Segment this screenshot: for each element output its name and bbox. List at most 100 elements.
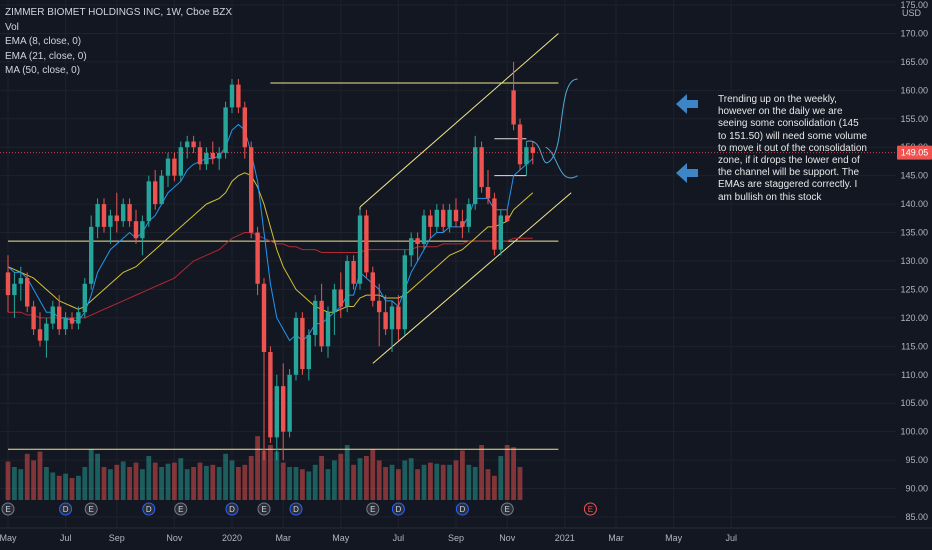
- candle-body: [415, 238, 420, 244]
- candle-body: [12, 283, 17, 296]
- event-letter: D: [63, 505, 69, 514]
- candle: [89, 215, 94, 290]
- event-badge-icon: [84, 502, 98, 516]
- candle-body: [69, 317, 75, 324]
- candle: [25, 272, 30, 313]
- event-marker[interactable]: D: [142, 502, 156, 516]
- volume-bar: [498, 456, 504, 500]
- event-marker[interactable]: D: [289, 502, 303, 516]
- candle-body: [434, 209, 439, 227]
- candle: [345, 255, 350, 313]
- candle-body: [95, 204, 100, 227]
- candle-body: [242, 107, 247, 148]
- volume-bar: [12, 467, 17, 500]
- legend-ema21[interactable]: EMA (21, close, 0): [5, 50, 87, 62]
- price-tick-label: 95.00: [905, 455, 928, 465]
- candle-body: [204, 152, 209, 165]
- candle-body: [511, 90, 516, 125]
- volume-bar: [114, 464, 120, 500]
- candle-body: [146, 181, 151, 222]
- volume-bar: [37, 451, 43, 500]
- event-letter: E: [370, 505, 375, 514]
- candle: [306, 329, 311, 381]
- candle: [268, 346, 273, 444]
- candle: [204, 147, 209, 170]
- candle: [31, 300, 36, 335]
- candle-body: [332, 289, 337, 313]
- legend-ema8[interactable]: EMA (8, close, 0): [5, 36, 82, 47]
- candle-body: [313, 300, 318, 335]
- candle: [261, 278, 267, 461]
- candle: [415, 232, 420, 261]
- volume-bar: [364, 456, 369, 500]
- candle: [473, 135, 478, 210]
- candle: [191, 135, 196, 153]
- candle-body: [5, 272, 11, 296]
- candle-body: [108, 215, 113, 227]
- volume-bar: [325, 469, 331, 500]
- candle: [223, 101, 228, 159]
- event-marker[interactable]: E: [583, 502, 597, 516]
- candle: [364, 209, 369, 279]
- volume-bar: [402, 460, 408, 500]
- candle: [428, 209, 433, 239]
- candle: [197, 141, 203, 170]
- time-tick-label: Nov: [499, 533, 516, 543]
- volume-bar: [95, 453, 100, 500]
- event-letter: E: [89, 505, 94, 514]
- event-marker[interactable]: E: [1, 502, 15, 516]
- candle: [255, 226, 260, 296]
- candle-body: [492, 198, 497, 250]
- event-marker[interactable]: D: [455, 502, 469, 516]
- candle: [293, 312, 299, 381]
- price-tick-label: 160.00: [900, 85, 928, 95]
- candle-body: [159, 175, 164, 205]
- volume-bar: [415, 469, 420, 500]
- candle: [172, 152, 177, 182]
- candle: [95, 198, 100, 239]
- volume-bar: [229, 460, 235, 500]
- time-tick-label: Jul: [393, 533, 405, 543]
- candle: [389, 300, 395, 353]
- legend-ma50[interactable]: MA (50, close, 0): [5, 65, 81, 76]
- candle-body: [498, 215, 503, 250]
- volume-bar: [389, 464, 395, 500]
- last-price-box: [897, 145, 932, 160]
- event-marker[interactable]: E: [366, 502, 380, 516]
- event-marker[interactable]: E: [174, 502, 188, 516]
- candle: [485, 169, 491, 205]
- candle-body: [18, 278, 23, 284]
- volume-bar: [383, 467, 388, 500]
- event-letter: D: [293, 505, 299, 514]
- event-letter: E: [5, 505, 10, 514]
- event-marker[interactable]: E: [500, 502, 514, 516]
- volume-bar: [421, 464, 427, 500]
- event-marker[interactable]: D: [391, 502, 405, 516]
- time-tick-label: Nov: [166, 533, 183, 543]
- arrow-upper: [676, 94, 698, 114]
- volume-bar: [210, 464, 216, 500]
- event-marker[interactable]: E: [84, 502, 98, 516]
- candle-body: [485, 187, 491, 199]
- legend-vol[interactable]: Vol: [5, 21, 19, 33]
- candle: [370, 266, 375, 307]
- time-tick-label: 2020: [222, 533, 242, 543]
- candle: [5, 255, 11, 313]
- candle: [409, 232, 414, 267]
- candle-body: [479, 147, 484, 188]
- event-badge-icon: [225, 502, 239, 516]
- candle-body: [364, 215, 369, 273]
- chart-title: ZIMMER BIOMET HOLDINGS INC, 1W, Cboe BZX: [5, 7, 233, 18]
- volume-bar: [460, 450, 465, 500]
- event-marker[interactable]: E: [257, 502, 271, 516]
- candle-body: [447, 209, 452, 227]
- candle: [249, 141, 254, 239]
- candle: [153, 169, 158, 210]
- candle: [159, 169, 164, 205]
- candle-body: [274, 386, 279, 438]
- event-marker[interactable]: D: [59, 502, 73, 516]
- candle: [325, 306, 331, 358]
- event-badge-icon: [391, 502, 405, 516]
- event-marker[interactable]: D: [225, 502, 239, 516]
